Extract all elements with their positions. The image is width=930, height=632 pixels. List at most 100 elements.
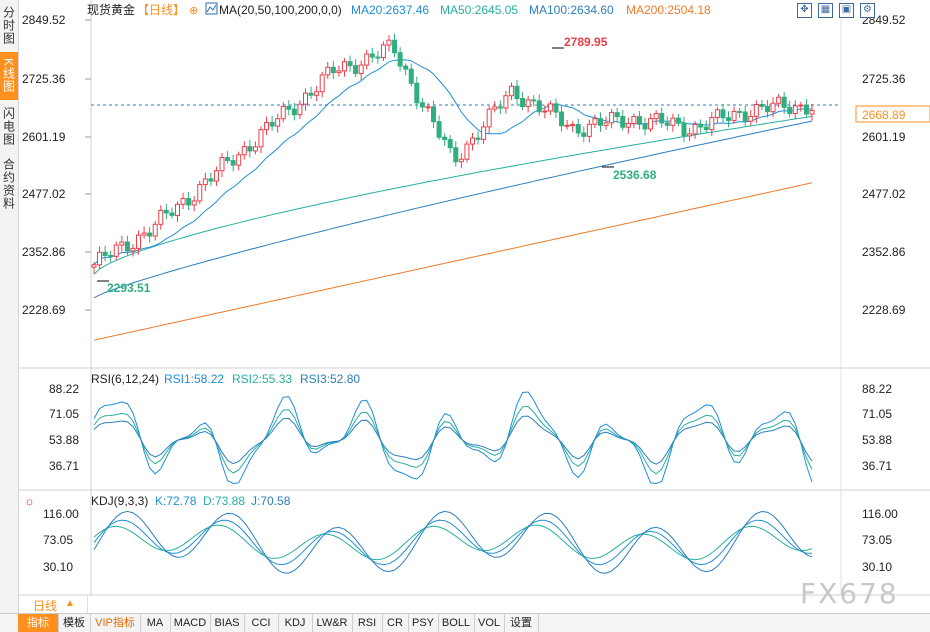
toolbar-tab-cci[interactable]: CCI	[244, 614, 279, 632]
candle-body	[731, 110, 737, 121]
price-tick-left: 2477.02	[22, 187, 66, 201]
ma100-value: MA100:2634.60	[529, 3, 614, 17]
candle-body	[759, 104, 765, 107]
candle-body	[102, 251, 108, 256]
toolbar-tab-kdj[interactable]: KDJ	[278, 614, 313, 632]
toolbar-tab-rsi[interactable]: RSI	[352, 614, 383, 632]
candle-body	[603, 122, 609, 126]
candle-body	[414, 82, 420, 104]
settings-icon[interactable]: ⚙	[860, 3, 875, 18]
candle-body	[392, 39, 398, 54]
rsi-tick-left: 88.22	[49, 382, 79, 396]
ma200-line	[93, 182, 813, 341]
candle-body	[631, 116, 637, 124]
caret-up-icon: ▲	[65, 598, 75, 609]
fullscreen-icon[interactable]: ✥	[797, 3, 812, 18]
rsi-title: RSI(6,12,24)	[91, 372, 159, 386]
indicator-chart-glyph	[206, 4, 217, 13]
tab-time-sharing[interactable]: 分时图	[1, 5, 16, 45]
high-label: 2789.95	[564, 35, 608, 49]
price-chart[interactable]: 现货黄金 【日线】 ⊕ MA(20,50,100,200,0,0) MA20:2…	[19, 0, 930, 596]
candle-body	[425, 106, 431, 109]
candle-body	[592, 118, 598, 125]
candle-body	[91, 264, 97, 268]
rsi-tick-right: 71.05	[862, 407, 892, 421]
kdj-title: KDJ(9,3,3)	[91, 494, 148, 508]
candle-body	[291, 108, 297, 116]
candle-body	[469, 137, 475, 145]
candle-body	[714, 109, 720, 119]
toolbar-tab-lw-r[interactable]: LW&R	[312, 614, 353, 632]
rsi-tick-left: 36.71	[49, 459, 79, 473]
kdj-k-value: K:72.78	[155, 494, 197, 508]
candle-body	[408, 68, 414, 84]
ma20-line	[93, 59, 813, 266]
tab-contract-info[interactable]: 合约资料	[1, 158, 16, 210]
candle-body	[136, 234, 142, 249]
layout-icon[interactable]: ▦	[818, 3, 833, 18]
toolbar-tab-vip[interactable]: VIP指标	[90, 614, 141, 632]
candle-body	[380, 44, 386, 59]
period-selector[interactable]: 日线 ▲	[19, 596, 88, 613]
add-indicator-icon[interactable]: ⊕	[189, 5, 198, 17]
ma200-value: MA200:2504.18	[626, 3, 711, 17]
candle-body	[536, 100, 542, 113]
price-tick-right: 2477.02	[862, 187, 906, 201]
tab-flash-chart[interactable]: 闪电图	[1, 106, 16, 146]
candle-body	[353, 65, 359, 74]
candle-body	[625, 122, 631, 128]
candle-body	[787, 106, 793, 114]
toolbar-tab-ma[interactable]: MA	[140, 614, 171, 632]
candles	[91, 33, 815, 274]
candle-body	[225, 157, 231, 162]
candle-body	[737, 110, 743, 113]
candle-body	[581, 132, 587, 137]
candle-body	[798, 104, 804, 107]
indicator-chart-icon[interactable]	[205, 2, 218, 15]
candle-body	[770, 102, 776, 113]
candle-body	[247, 146, 253, 152]
candle-body	[586, 123, 592, 137]
kdj-d-value: D:73.88	[203, 494, 245, 508]
candle-body	[202, 178, 208, 186]
candle-body	[553, 103, 559, 113]
tab-candlestick[interactable]: K线图	[0, 52, 18, 100]
rsi2-line	[93, 405, 813, 475]
candle-body	[464, 143, 470, 160]
toolbar-tab-boll[interactable]: BOLL	[438, 614, 475, 632]
toolbar-tab-cr[interactable]: CR	[382, 614, 409, 632]
candle-body	[614, 112, 620, 118]
candle-body	[436, 121, 442, 138]
candle-body	[241, 146, 247, 156]
candle-body	[709, 117, 715, 131]
candle-body	[698, 124, 704, 128]
candle-body	[130, 247, 136, 252]
price-tick-right: 2601.19	[862, 130, 906, 144]
candle-body	[609, 112, 615, 124]
candle-body	[330, 66, 336, 74]
toolbar-tab-[interactable]: 模板	[58, 614, 91, 632]
candle-body	[386, 39, 392, 46]
candle-body	[481, 126, 487, 140]
toolbar-tab-[interactable]: 设置	[504, 614, 539, 632]
toolbar-tab-vol[interactable]: VOL	[474, 614, 505, 632]
kdj-j-line	[93, 510, 813, 574]
candle-body	[547, 103, 553, 112]
toolbar-tab-bias[interactable]: BIAS	[210, 614, 245, 632]
rsi1-value: RSI1:58.22	[164, 372, 224, 386]
rsi-tick-left: 53.88	[49, 433, 79, 447]
kdj-settings-icon[interactable]: ☼	[24, 494, 35, 508]
toolbar-tab-psy[interactable]: PSY	[408, 614, 439, 632]
candle-body	[575, 124, 581, 134]
candle-body	[364, 53, 370, 66]
view-sidebar: 分时图 K线图 闪电图 合约资料	[0, 0, 19, 631]
candle-body	[497, 106, 503, 109]
kdj-tick-left: 30.10	[43, 560, 73, 574]
candle-body	[158, 209, 164, 225]
toolbar-tab-[interactable]: 指标	[18, 614, 59, 632]
split-icon[interactable]: ▣	[839, 3, 854, 18]
candle-body	[341, 61, 347, 72]
candle-body	[542, 110, 548, 113]
toolbar-tab-macd[interactable]: MACD	[170, 614, 211, 632]
